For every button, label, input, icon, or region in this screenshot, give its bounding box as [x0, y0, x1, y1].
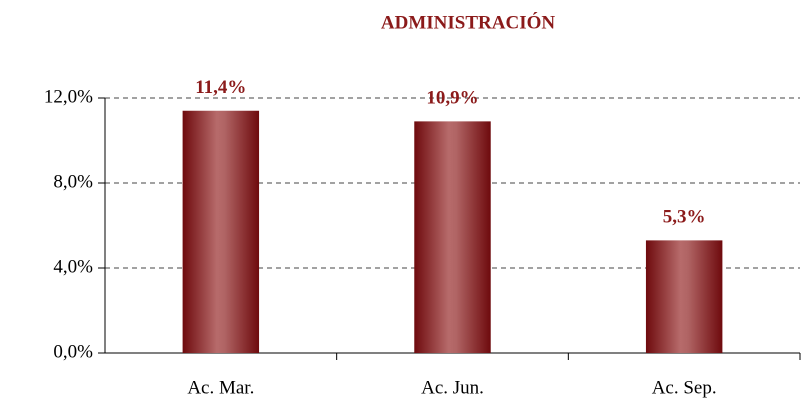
chart-title: ADMINISTRACIÓN: [381, 11, 555, 33]
value-label: 5,3%: [663, 207, 706, 228]
bar: [182, 110, 260, 353]
x-tick-label: Ac. Mar.: [187, 377, 254, 398]
y-tick-label: 8,0%: [53, 171, 93, 192]
value-label: 11,4%: [195, 77, 246, 98]
bar: [414, 121, 491, 353]
y-tick-label: 0,0%: [53, 341, 93, 362]
y-tick-label: 4,0%: [53, 256, 93, 277]
y-tick-label: 12,0%: [44, 86, 93, 107]
x-tick-label: Ac. Sep.: [652, 377, 717, 398]
x-tick-label: Ac. Jun.: [421, 377, 484, 398]
bar: [645, 240, 723, 353]
value-label: 10,9%: [426, 88, 478, 109]
